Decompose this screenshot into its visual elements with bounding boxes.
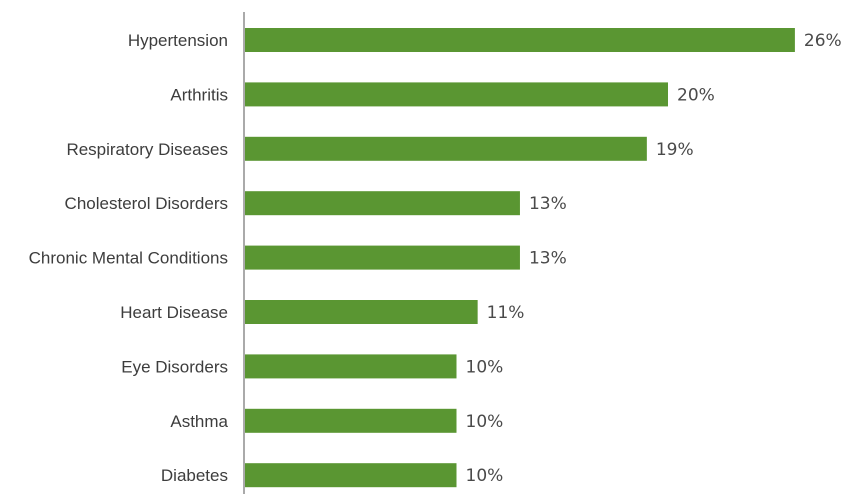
value-label: 19%: [656, 140, 694, 160]
bar: [245, 245, 520, 270]
category-label: Hypertension: [128, 31, 228, 50]
value-label: 13%: [529, 249, 567, 269]
bar: [245, 408, 457, 433]
category-label: Respiratory Diseases: [66, 140, 228, 159]
category-label: Arthritis: [170, 85, 228, 104]
category-label: Asthma: [170, 412, 228, 431]
value-label: 26%: [804, 31, 842, 51]
bar: [245, 28, 795, 52]
value-label: 10%: [466, 412, 504, 432]
bar: [245, 354, 457, 379]
value-label: 13%: [529, 194, 567, 214]
bar: [245, 300, 478, 324]
bar: [245, 136, 647, 161]
category-label: Heart Disease: [120, 303, 228, 322]
category-label: Chronic Mental Conditions: [29, 249, 228, 268]
category-label: Eye Disorders: [121, 357, 228, 376]
bar: [245, 463, 457, 488]
value-label: 10%: [466, 466, 504, 486]
value-label: 10%: [466, 357, 504, 377]
bars-layer: Hypertension 26% Arthritis 20% Respiratory D…: [29, 28, 842, 488]
category-label: Diabetes: [161, 466, 228, 485]
value-label: 20%: [677, 85, 715, 105]
value-label: 11%: [487, 303, 525, 323]
bar: [245, 191, 520, 216]
category-label: Cholesterol Disorders: [65, 194, 228, 213]
bar: [245, 82, 668, 107]
